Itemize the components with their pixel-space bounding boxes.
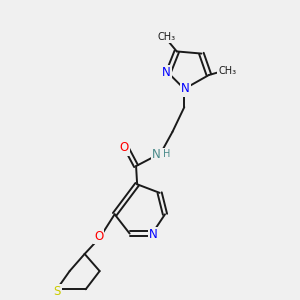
- Text: N: N: [162, 66, 170, 80]
- Text: N: N: [152, 148, 161, 161]
- Text: CH₃: CH₃: [157, 32, 175, 43]
- Text: H: H: [164, 149, 171, 159]
- Text: CH₃: CH₃: [218, 66, 236, 76]
- Text: S: S: [53, 285, 61, 298]
- Text: O: O: [120, 141, 129, 154]
- Text: O: O: [94, 230, 103, 243]
- Text: N: N: [149, 228, 158, 241]
- Text: N: N: [181, 82, 190, 95]
